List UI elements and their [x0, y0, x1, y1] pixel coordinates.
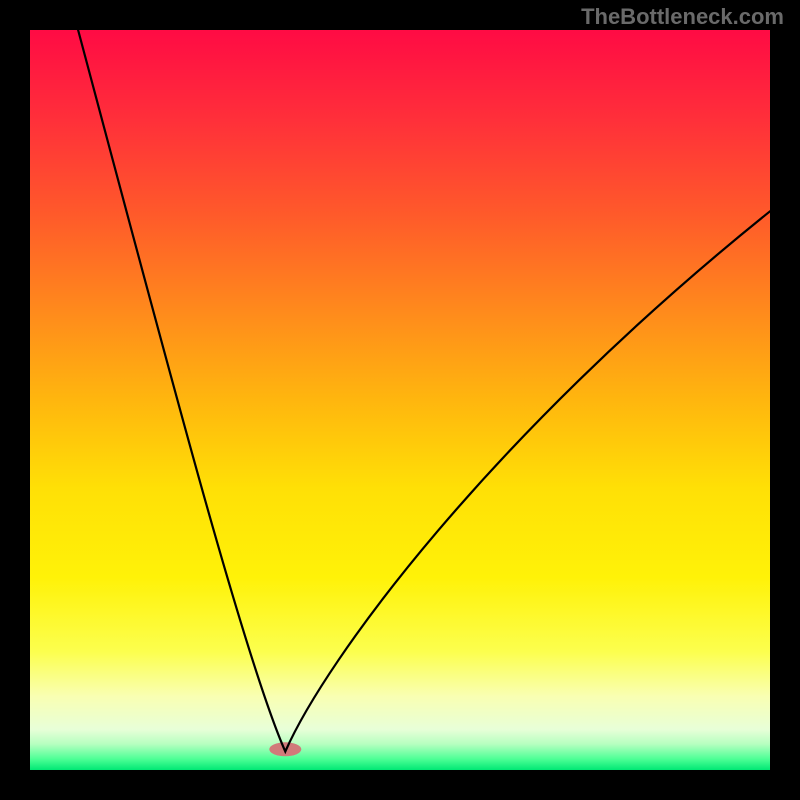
- curve-layer: [0, 0, 800, 800]
- bottleneck-curve: [78, 30, 770, 752]
- chart-container: TheBottleneck.com: [0, 0, 800, 800]
- watermark-text: TheBottleneck.com: [581, 4, 784, 30]
